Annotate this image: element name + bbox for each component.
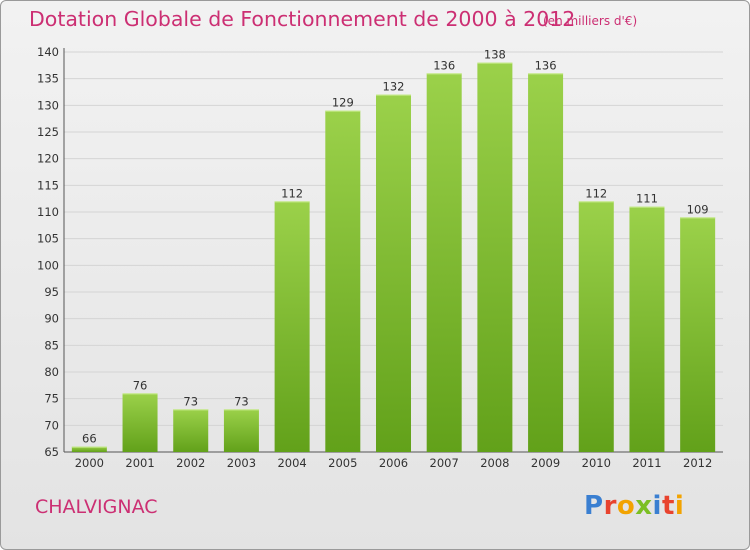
bar-2002: [173, 409, 209, 452]
y-tick-label: 125: [37, 125, 59, 139]
x-tick-label: 2011: [632, 456, 661, 470]
bar-2009: [528, 73, 564, 452]
commune-name: CHALVIGNAC: [35, 496, 158, 518]
data-label: 138: [484, 48, 506, 62]
bar-2011: [629, 206, 665, 452]
bar-2007: [426, 73, 462, 452]
x-tick-label: 2007: [430, 456, 459, 470]
x-tick-label: 2009: [531, 456, 560, 470]
proxiti-logo: Proxiti: [584, 491, 685, 521]
bar-2012: [680, 217, 716, 452]
data-label: 76: [133, 378, 148, 392]
data-label: 73: [234, 394, 249, 408]
data-label: 66: [82, 432, 97, 446]
bar-2006: [376, 94, 411, 453]
bar-2004: [274, 201, 310, 452]
y-tick-label: 130: [37, 98, 59, 112]
data-label: 136: [433, 58, 455, 72]
x-tick-labels: 2000 2001 2002 2003 2004 2005 2006 2007 2008 2009…: [75, 456, 713, 470]
bar-2005: [325, 110, 361, 453]
bar-2003: [223, 409, 259, 452]
y-tick-label: 65: [44, 445, 59, 459]
data-label: 73: [183, 394, 198, 408]
y-tick-labels: 65 70 75 80 85 90 95 100 105 110 115 120 125 130 135 14…: [37, 45, 59, 459]
y-tick-label: 140: [37, 45, 59, 59]
data-label: 129: [332, 96, 354, 110]
data-label: 112: [281, 186, 303, 200]
data-labels: 66 76 73 73 112 129 132 136 138 136 112 111 109: [82, 48, 709, 446]
x-tick-label: 2001: [125, 456, 154, 470]
y-tick-label: 135: [37, 72, 59, 86]
x-tick-label: 2003: [227, 456, 256, 470]
y-tick-label: 75: [44, 392, 59, 406]
data-label: 111: [636, 192, 658, 206]
bar-2001: [122, 393, 158, 452]
x-tick-label: 2004: [277, 456, 306, 470]
y-tick-label: 120: [37, 152, 59, 166]
chart-title: Dotation Globale de Fonctionnement de 20…: [29, 7, 576, 31]
data-label: 132: [383, 80, 405, 94]
x-tick-label: 2002: [176, 456, 205, 470]
data-label: 136: [535, 58, 557, 72]
bar-2010: [578, 201, 614, 452]
x-tick-label: 2005: [328, 456, 357, 470]
chart-subtitle: (en milliers d'€): [543, 14, 638, 28]
y-tick-label: 105: [37, 232, 59, 246]
y-tick-label: 100: [37, 258, 59, 272]
x-tick-label: 2006: [379, 456, 408, 470]
bars: [71, 62, 716, 453]
x-tick-label: 2010: [582, 456, 611, 470]
y-tick-label: 90: [44, 312, 59, 326]
y-tick-label: 110: [37, 205, 59, 219]
data-label: 109: [687, 202, 709, 216]
bar-2000: [71, 446, 107, 452]
y-tick-label: 95: [44, 285, 59, 299]
bar-2008: [477, 62, 513, 453]
x-tick-label: 2008: [480, 456, 509, 470]
y-tick-label: 115: [37, 178, 59, 192]
x-tick-label: 2012: [683, 456, 712, 470]
data-label: 112: [585, 186, 607, 200]
y-tick-label: 80: [44, 365, 59, 379]
y-tick-label: 85: [44, 338, 59, 352]
y-tick-label: 70: [44, 418, 59, 432]
x-tick-label: 2000: [75, 456, 104, 470]
